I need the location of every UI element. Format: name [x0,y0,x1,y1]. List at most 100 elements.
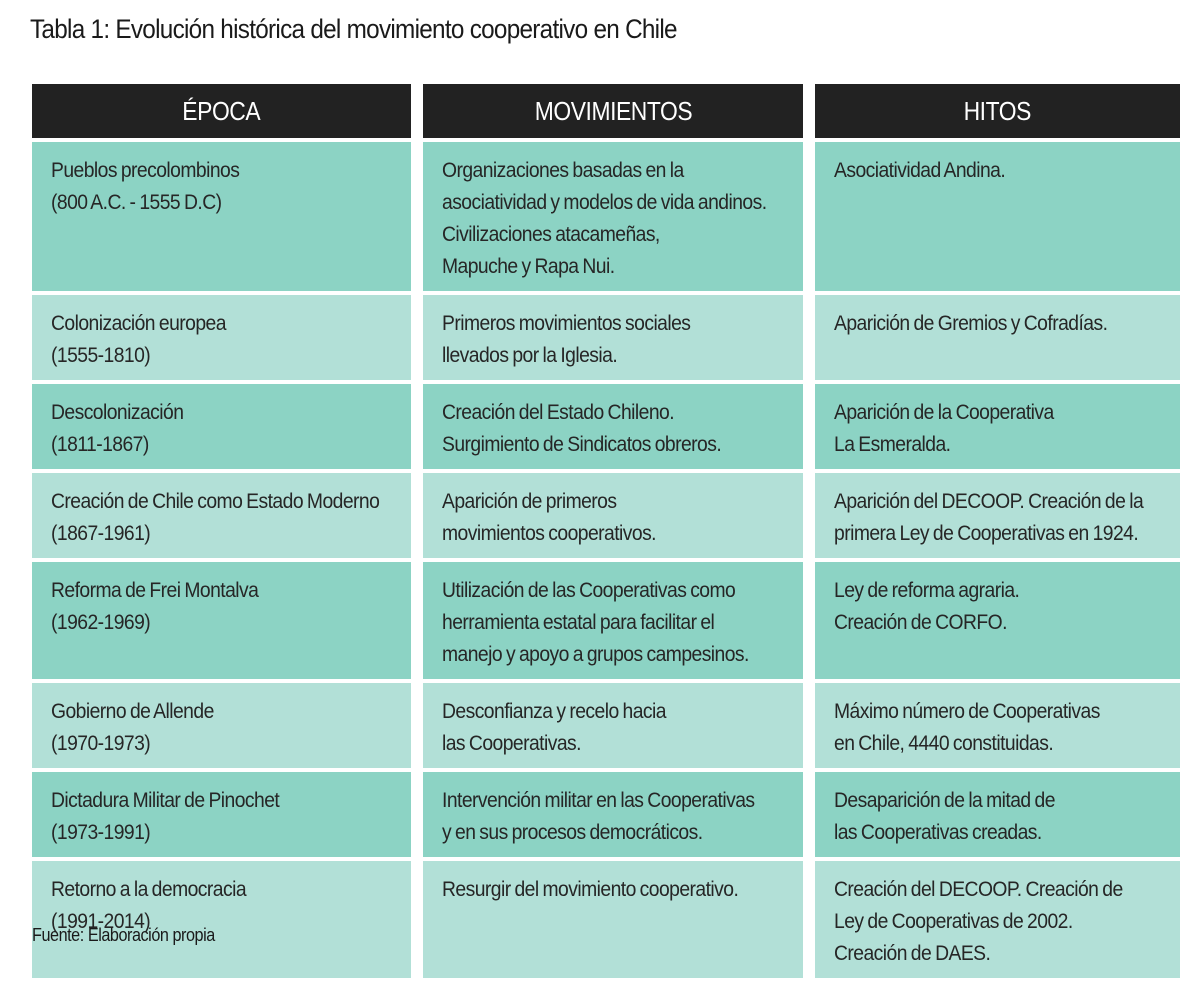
cell-line: Dictadura Militar de Pinochet [51,789,280,812]
cell-text: Desaparición de la mitad de las Cooperati… [834,785,1164,849]
cell-line: en Chile, 4440 constituidas. [834,732,1054,755]
header-hitos: HITOS [815,84,1180,138]
cell-text: Creación del DECOOP. Creación de Ley de C… [834,874,1164,970]
cell-movimientos: Utilización de las Cooperativas como herr… [423,562,803,679]
table-row: Colonización europea (1555-1810) Primeros … [32,295,1180,380]
source-note: Fuente: Elaboración propia [32,925,215,945]
cell-line: Surgimiento de Sindicatos obreros. [442,433,722,456]
cell-text: Aparición de la Cooperativa La Esmeralda. [834,397,1164,461]
cell-text: Intervención militar en las Cooperativas… [442,785,787,849]
cell-hitos: Asociatividad Andina. [815,142,1180,291]
cell-line: (1970-1973) [51,732,151,755]
cell-line: Mapuche y Rapa Nui. [442,255,615,278]
cell-text: Retorno a la democracia (1991-2014) [51,874,395,938]
table-row: Dictadura Militar de Pinochet (1973-1991)… [32,772,1180,857]
cell-movimientos: Aparición de primeros movimientos coopera… [423,473,803,558]
cell-hitos: Creación del DECOOP. Creación de Ley de C… [815,861,1180,978]
cell-line: Creación de DAES. [834,942,991,965]
cell-hitos: Aparición del DECOOP. Creación de la prim… [815,473,1180,558]
cell-line: Ley de reforma agraria. [834,579,1020,602]
cell-line: herramienta estatal para facilitar el [442,611,715,634]
cell-epoca: Descolonización (1811-1867) [32,384,411,469]
cell-line: las Cooperativas. [442,732,582,755]
cell-movimientos: Primeros movimientos sociales llevados po… [423,295,803,380]
cell-hitos: Máximo número de Cooperativas en Chile, 4… [815,683,1180,768]
cell-movimientos: Desconfianza y recelo hacia las Cooperati… [423,683,803,768]
cell-line: Organizaciones basadas en la [442,159,684,182]
cell-line: La Esmeralda. [834,433,951,456]
cell-text: Descolonización (1811-1867) [51,397,395,461]
cell-movimientos: Organizaciones basadas en la asociativida… [423,142,803,291]
cell-line: llevados por la Iglesia. [442,344,618,367]
cell-line: Creación del DECOOP. Creación de [834,878,1123,901]
cell-line: Aparición de Gremios y Cofradías. [834,312,1108,335]
cell-line: (1962-1969) [51,611,151,634]
table-row: Retorno a la democracia (1991-2014) Resurg… [32,861,1180,978]
cell-text: Asociatividad Andina. [834,155,1164,187]
cell-line: Aparición del DECOOP. Creación de la [834,490,1144,513]
cell-line: Colonización europea [51,312,226,335]
cell-movimientos: Resurgir del movimiento cooperativo. [423,861,803,978]
cell-text: Creación del Estado Chileno. Surgimiento … [442,397,787,461]
cell-line: (1991-2014) [51,910,151,933]
cell-line: asociatividad y modelos de vida andinos. [442,191,767,214]
cell-line: Desaparición de la mitad de [834,789,1055,812]
cell-epoca: Pueblos precolombinos (800 A.C. - 1555 D.… [32,142,411,291]
cell-line: (800 A.C. - 1555 D.C) [51,191,222,214]
table: ÉPOCA MOVIMIENTOS HITOS Pueblos precolom… [20,80,1192,982]
cell-line: Aparición de la Cooperativa [834,401,1054,424]
cell-text: Colonización europea (1555-1810) [51,308,395,372]
cell-line: Creación de Chile como Estado Moderno [51,490,380,513]
cell-text: Resurgir del movimiento cooperativo. [442,874,787,906]
header-epoca: ÉPOCA [32,84,411,138]
cell-line: (1555-1810) [51,344,151,367]
cell-line: Retorno a la democracia [51,878,247,901]
cell-text: Desconfianza y recelo hacia las Cooperati… [442,696,787,760]
cell-text: Utilización de las Cooperativas como herr… [442,575,787,671]
cell-line: movimientos cooperativos. [442,522,657,545]
cell-epoca: Gobierno de Allende (1970-1973) [32,683,411,768]
table-row: Gobierno de Allende (1970-1973) Desconfian… [32,683,1180,768]
cell-line: Descolonización [51,401,184,424]
cell-line: (1867-1961) [51,522,151,545]
header-movimientos: MOVIMIENTOS [423,84,803,138]
cell-line: Utilización de las Cooperativas como [442,579,736,602]
table-row: Descolonización (1811-1867) Creación del E… [32,384,1180,469]
cell-epoca: Retorno a la democracia (1991-2014) [32,861,411,978]
cell-hitos: Ley de reforma agraria. Creación de CORFO… [815,562,1180,679]
cell-line: Ley de Cooperativas de 2002. [834,910,1073,933]
cell-text: Reforma de Frei Montalva (1962-1969) [51,575,395,639]
table-row: Creación de Chile como Estado Moderno (18… [32,473,1180,558]
cell-epoca: Creación de Chile como Estado Moderno (18… [32,473,411,558]
cell-line: manejo y apoyo a grupos campesinos. [442,643,749,666]
cell-line: Creación de CORFO. [834,611,1007,634]
cell-line: (1811-1867) [51,433,149,456]
cell-line: Máximo número de Cooperativas [834,700,1100,723]
cell-text: Pueblos precolombinos (800 A.C. - 1555 D.… [51,155,395,219]
cell-line: Asociatividad Andina. [834,159,1006,182]
cell-line: Intervención militar en las Cooperativas [442,789,755,812]
cell-text: Primeros movimientos sociales llevados po… [442,308,787,372]
cell-text: Aparición de primeros movimientos coopera… [442,486,787,550]
cell-line: primera Ley de Cooperativas en 1924. [834,522,1139,545]
cell-line: las Cooperativas creadas. [834,821,1042,844]
cell-line: Reforma de Frei Montalva [51,579,259,602]
cell-text: Organizaciones basadas en la asociativida… [442,155,787,283]
cell-movimientos: Creación del Estado Chileno. Surgimiento … [423,384,803,469]
cell-line: Creación del Estado Chileno. [442,401,675,424]
cell-line: Civilizaciones atacameñas, [442,223,660,246]
cell-line: y en sus procesos democráticos. [442,821,703,844]
cell-text: Dictadura Militar de Pinochet (1973-1991) [51,785,395,849]
table-title: Tabla 1: Evolución histórica del movimie… [30,14,678,44]
cell-line: Desconfianza y recelo hacia [442,700,667,723]
cell-line: Primeros movimientos sociales [442,312,691,335]
cell-line: Pueblos precolombinos [51,159,240,182]
header-row: ÉPOCA MOVIMIENTOS HITOS [32,84,1180,138]
cell-epoca: Dictadura Militar de Pinochet (1973-1991) [32,772,411,857]
cell-text: Gobierno de Allende (1970-1973) [51,696,395,760]
cell-text: Ley de reforma agraria. Creación de CORFO… [834,575,1164,639]
table-row: Pueblos precolombinos (800 A.C. - 1555 D.… [32,142,1180,291]
cell-hitos: Aparición de la Cooperativa La Esmeralda. [815,384,1180,469]
cell-line: (1973-1991) [51,821,151,844]
table-row: Reforma de Frei Montalva (1962-1969) Utili… [32,562,1180,679]
